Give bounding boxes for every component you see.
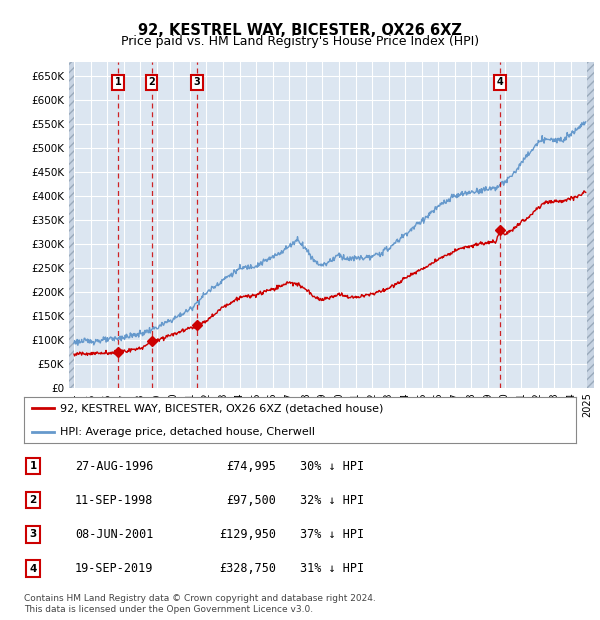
Bar: [69, 62, 74, 388]
Text: 3: 3: [194, 77, 200, 87]
Text: 4: 4: [29, 564, 37, 574]
Text: £74,995: £74,995: [226, 460, 276, 472]
Text: 19-SEP-2019: 19-SEP-2019: [75, 562, 154, 575]
Text: 3: 3: [29, 529, 37, 539]
Text: 1: 1: [29, 461, 37, 471]
Text: 37% ↓ HPI: 37% ↓ HPI: [300, 528, 364, 541]
Text: 27-AUG-1996: 27-AUG-1996: [75, 460, 154, 472]
Text: 08-JUN-2001: 08-JUN-2001: [75, 528, 154, 541]
Text: This data is licensed under the Open Government Licence v3.0.: This data is licensed under the Open Gov…: [24, 604, 313, 614]
Bar: [587, 62, 594, 388]
Text: HPI: Average price, detached house, Cherwell: HPI: Average price, detached house, Cher…: [60, 427, 315, 436]
Text: £129,950: £129,950: [219, 528, 276, 541]
Text: £97,500: £97,500: [226, 494, 276, 507]
Text: 11-SEP-1998: 11-SEP-1998: [75, 494, 154, 507]
Text: 4: 4: [497, 77, 503, 87]
Text: 92, KESTREL WAY, BICESTER, OX26 6XZ: 92, KESTREL WAY, BICESTER, OX26 6XZ: [138, 23, 462, 38]
Text: Contains HM Land Registry data © Crown copyright and database right 2024.: Contains HM Land Registry data © Crown c…: [24, 593, 376, 603]
Text: £328,750: £328,750: [219, 562, 276, 575]
Text: 2: 2: [29, 495, 37, 505]
Text: Price paid vs. HM Land Registry's House Price Index (HPI): Price paid vs. HM Land Registry's House …: [121, 35, 479, 48]
Text: 32% ↓ HPI: 32% ↓ HPI: [300, 494, 364, 507]
Text: 1: 1: [115, 77, 121, 87]
Text: 2: 2: [148, 77, 155, 87]
Text: 30% ↓ HPI: 30% ↓ HPI: [300, 460, 364, 472]
Text: 92, KESTREL WAY, BICESTER, OX26 6XZ (detached house): 92, KESTREL WAY, BICESTER, OX26 6XZ (det…: [60, 404, 383, 414]
Text: 31% ↓ HPI: 31% ↓ HPI: [300, 562, 364, 575]
